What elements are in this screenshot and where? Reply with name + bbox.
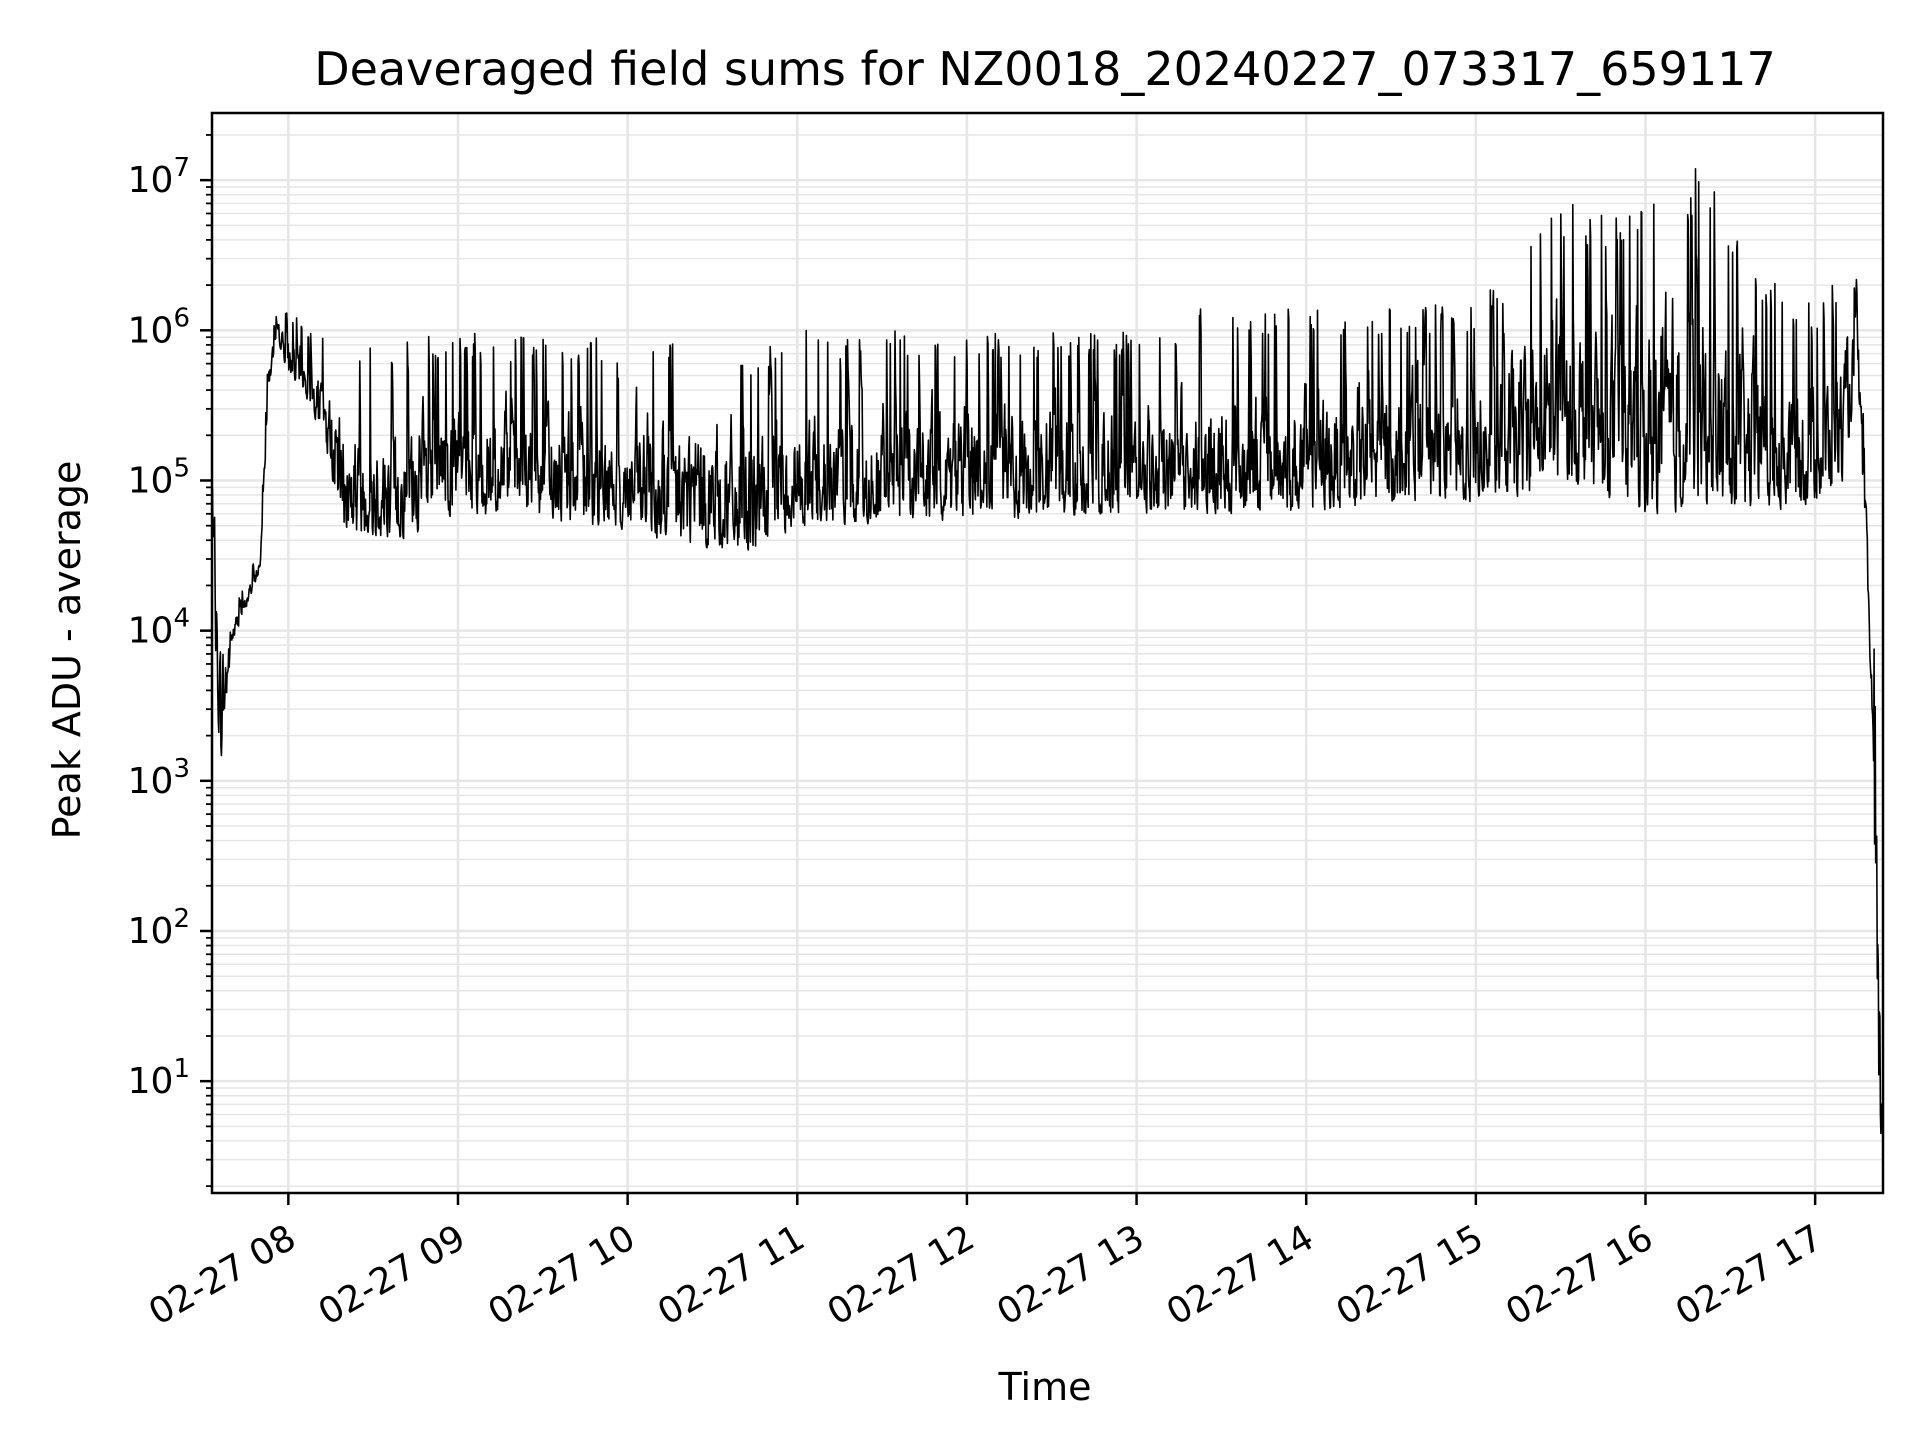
y-tick-label: 105 [128,453,190,501]
y-tick-label: 102 [128,904,190,952]
y-tick-label: 104 [128,604,190,652]
y-tick-label: 107 [128,153,190,201]
y-tick-label: 106 [128,303,190,351]
series-line [211,168,1884,1140]
y-axis-label: Peak ADU - average [45,461,89,840]
grid [212,113,1883,1193]
axes [210,111,1885,1195]
x-axis-label: Time [998,1365,1092,1409]
plot-frame [210,111,1885,1195]
data-layer [211,168,1884,1140]
y-tick-label: 101 [128,1054,190,1102]
y-tick-label: 103 [128,754,190,802]
y-axis-ticks: 101 102 103 104 105 106 107 [128,134,212,1188]
chart-title: Deaveraged field sums for NZ0018_2024022… [314,42,1775,96]
